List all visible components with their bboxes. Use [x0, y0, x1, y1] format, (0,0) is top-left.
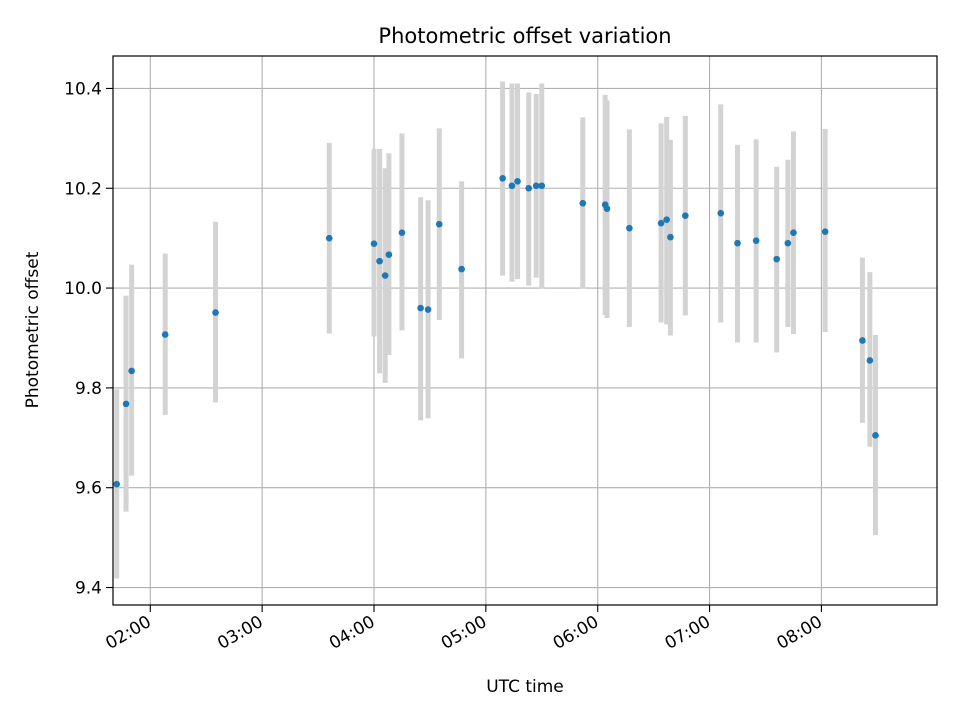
data-point	[325, 234, 333, 242]
data-point	[376, 257, 383, 265]
y-tick-label: 9.4	[75, 579, 102, 599]
data-point	[872, 432, 879, 439]
data-point	[398, 229, 406, 236]
chart-title: Photometric offset variation	[378, 24, 671, 48]
data-point	[458, 265, 465, 273]
data-point	[663, 216, 670, 224]
data-point	[866, 357, 874, 364]
y-tick-label: 9.6	[75, 479, 102, 499]
data-point	[113, 480, 121, 488]
data-point	[538, 182, 546, 190]
data-point	[859, 337, 866, 344]
data-point	[161, 331, 169, 338]
data-point	[417, 304, 424, 312]
y-tick-label: 10.0	[64, 279, 102, 299]
y-axis-label: Photometric offset	[23, 251, 43, 408]
data-point	[532, 182, 540, 190]
data-point	[499, 174, 506, 182]
data-point	[734, 239, 741, 247]
data-point	[773, 255, 780, 263]
y-tick-label: 10.2	[64, 179, 102, 199]
y-tick-label: 9.8	[75, 379, 102, 399]
data-points	[113, 174, 879, 488]
y-axis-ticks: 9.4 9.6 9.8 10.0 10.2 10.4	[64, 79, 113, 599]
data-point	[579, 199, 587, 207]
data-point	[385, 251, 393, 258]
data-point	[381, 272, 389, 279]
data-point	[626, 224, 633, 232]
data-point	[682, 212, 689, 220]
data-point	[525, 184, 533, 192]
data-point	[370, 240, 378, 247]
data-point	[514, 177, 521, 185]
y-tick-label: 10.4	[64, 79, 102, 99]
data-point	[603, 205, 611, 213]
data-point	[122, 400, 130, 408]
data-point	[128, 367, 135, 375]
data-point	[435, 220, 443, 228]
data-point	[752, 237, 760, 244]
x-axis-label: UTC time	[486, 677, 564, 697]
data-point	[790, 229, 797, 236]
data-point	[212, 309, 219, 316]
data-point	[424, 306, 432, 313]
data-point	[784, 239, 792, 247]
plot-frame	[112, 55, 938, 606]
data-point	[508, 182, 516, 190]
data-point	[667, 233, 674, 241]
data-point	[821, 228, 829, 235]
data-point	[717, 209, 725, 217]
data-point	[657, 219, 665, 227]
